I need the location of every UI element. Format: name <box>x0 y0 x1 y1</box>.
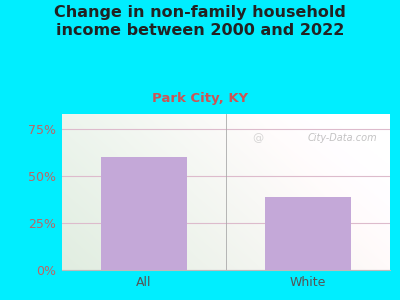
Text: Change in non-family household
income between 2000 and 2022: Change in non-family household income be… <box>54 4 346 38</box>
Text: @: @ <box>252 133 263 143</box>
Text: City-Data.com: City-Data.com <box>307 133 377 143</box>
Bar <box>265 197 351 270</box>
Bar <box>101 157 187 270</box>
Text: Park City, KY: Park City, KY <box>152 92 248 104</box>
